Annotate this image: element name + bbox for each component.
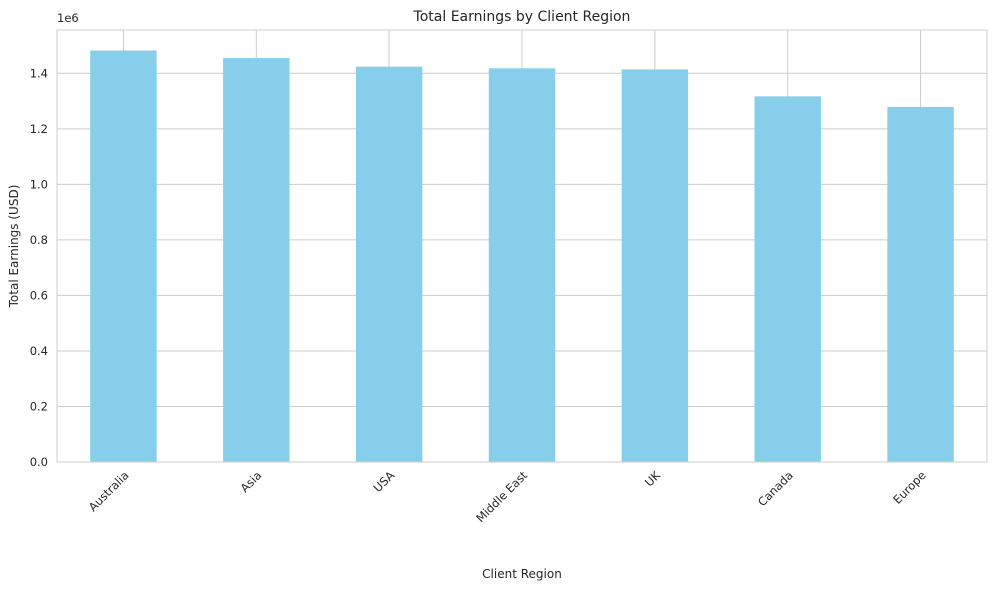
- y-axis-label: Total Earnings (USD): [7, 185, 21, 309]
- y-tick-label: 1.2: [30, 122, 48, 136]
- y-tick-label: 1.0: [30, 177, 48, 191]
- chart-title: Total Earnings by Client Region: [413, 9, 631, 25]
- y-tick-labels: 0.0 0.2 0.4 0.6 0.8 1.0 1.2 1.4: [30, 66, 48, 469]
- x-tick-label: Europe: [890, 468, 929, 507]
- x-tick-label: Middle East: [473, 468, 530, 525]
- y-tick-label: 0.4: [30, 344, 48, 358]
- x-axis-label: Client Region: [482, 567, 562, 581]
- bar-canada: [754, 96, 821, 462]
- y-axis-offset-label: 1e6: [57, 11, 79, 25]
- bar-middle-east: [488, 68, 556, 462]
- y-tick-label: 0.0: [30, 455, 48, 469]
- bar-layer: [90, 50, 954, 463]
- x-tick-label: Australia: [86, 468, 132, 514]
- y-tick-label: 0.6: [30, 288, 48, 302]
- bar-australia: [90, 50, 157, 463]
- bar-asia: [223, 58, 290, 462]
- bar-uk: [621, 69, 689, 462]
- x-tick-label: UK: [642, 468, 664, 490]
- x-tick-label: USA: [371, 468, 398, 495]
- plot-frame: [56, 29, 988, 463]
- x-tick-label: Canada: [755, 468, 796, 509]
- x-tick-labels: Australia Asia USA Middle East UK Canada Europ…: [86, 468, 929, 525]
- y-tick-label: 0.2: [30, 399, 48, 413]
- bar-usa: [355, 66, 423, 462]
- bar-europe: [887, 106, 954, 463]
- y-tick-label: 1.4: [30, 66, 48, 80]
- x-tick-label: Asia: [237, 468, 264, 495]
- y-tick-label: 0.8: [30, 233, 48, 247]
